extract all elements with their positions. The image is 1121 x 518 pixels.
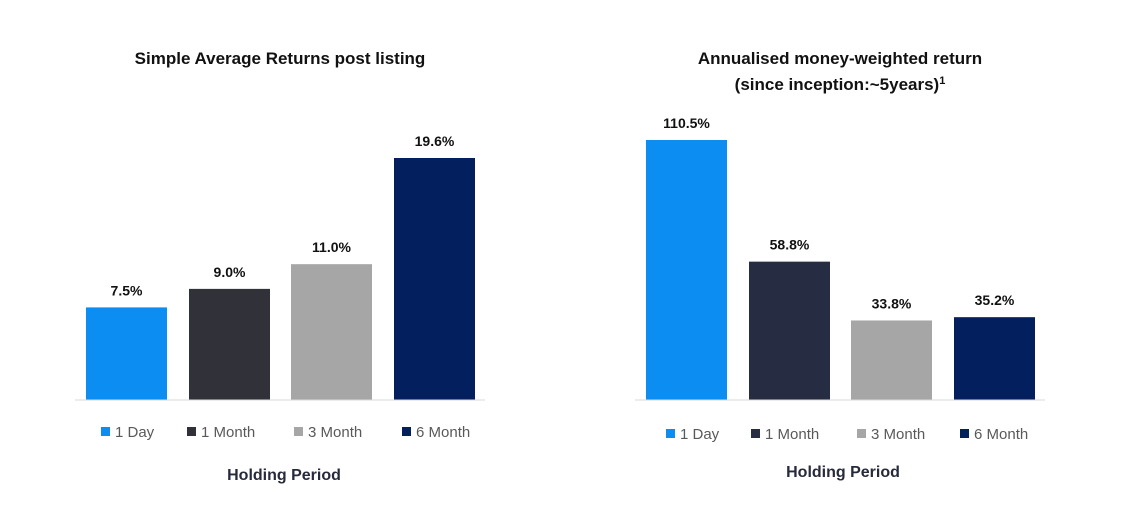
legend-label-1-day: 1 Day	[680, 426, 720, 443]
bar-1-month	[749, 261, 830, 400]
legend-swatch-6-month	[960, 429, 969, 438]
legend-swatch-6-month	[402, 427, 411, 436]
chart-title: Simple Average Returns post listing	[135, 49, 426, 68]
legend: 1 Day 1 Month 3 Month 6 Month	[666, 426, 1028, 443]
x-axis-title: Holding Period	[227, 467, 341, 484]
x-axis-title: Holding Period	[786, 464, 900, 481]
bar-3-month	[291, 264, 372, 400]
legend-label-1-month: 1 Month	[201, 424, 255, 441]
legend-label-1-month: 1 Month	[765, 426, 819, 443]
data-label-3-month: 11.0%	[312, 239, 351, 255]
footnote-marker: 1	[939, 75, 945, 87]
chart-subtitle: (since inception:~5years)1	[735, 75, 946, 94]
data-label-6-month: 19.6%	[415, 133, 455, 149]
data-label-1-month: 58.8%	[770, 237, 810, 253]
legend-swatch-1-day	[666, 429, 675, 438]
chart-title: Annualised money-weighted return	[698, 49, 982, 68]
legend-label-1-day: 1 Day	[115, 424, 155, 441]
chart-annualised-money-weighted-return: Annualised money-weighted return (since …	[635, 49, 1045, 481]
legend-label-3-month: 3 Month	[871, 426, 925, 443]
legend-swatch-1-day	[101, 427, 110, 436]
legend-label-6-month: 6 Month	[416, 424, 470, 441]
bar-6-month	[954, 317, 1035, 400]
legend-label-6-month: 6 Month	[974, 426, 1028, 443]
bar-group	[646, 140, 1035, 400]
data-label-1-day: 7.5%	[111, 282, 143, 298]
bar-6-month	[394, 158, 475, 400]
legend-label-3-month: 3 Month	[308, 424, 362, 441]
chart-subtitle-text: (since inception:~5years)	[735, 75, 940, 94]
chart-simple-average-returns: Simple Average Returns post listing 7.5%…	[75, 49, 485, 484]
bar-1-day	[86, 307, 167, 400]
bar-1-month	[189, 288, 270, 400]
data-label-6-month: 35.2%	[975, 292, 1015, 308]
bar-3-month	[851, 320, 932, 400]
legend-swatch-3-month	[857, 429, 866, 438]
bar-1-day	[646, 140, 727, 400]
legend-swatch-3-month	[294, 427, 303, 436]
data-label-3-month: 33.8%	[872, 295, 912, 311]
data-label-1-day: 110.5%	[663, 115, 710, 131]
data-label-1-month: 9.0%	[214, 264, 246, 280]
legend: 1 Day 1 Month 3 Month 6 Month	[101, 424, 470, 441]
legend-swatch-1-month	[187, 427, 196, 436]
legend-swatch-1-month	[751, 429, 760, 438]
bar-group	[86, 158, 475, 400]
value-label-group: 7.5% 9.0% 11.0% 19.6%	[111, 133, 455, 298]
value-label-group: 110.5% 58.8% 33.8% 35.2%	[663, 115, 1015, 311]
